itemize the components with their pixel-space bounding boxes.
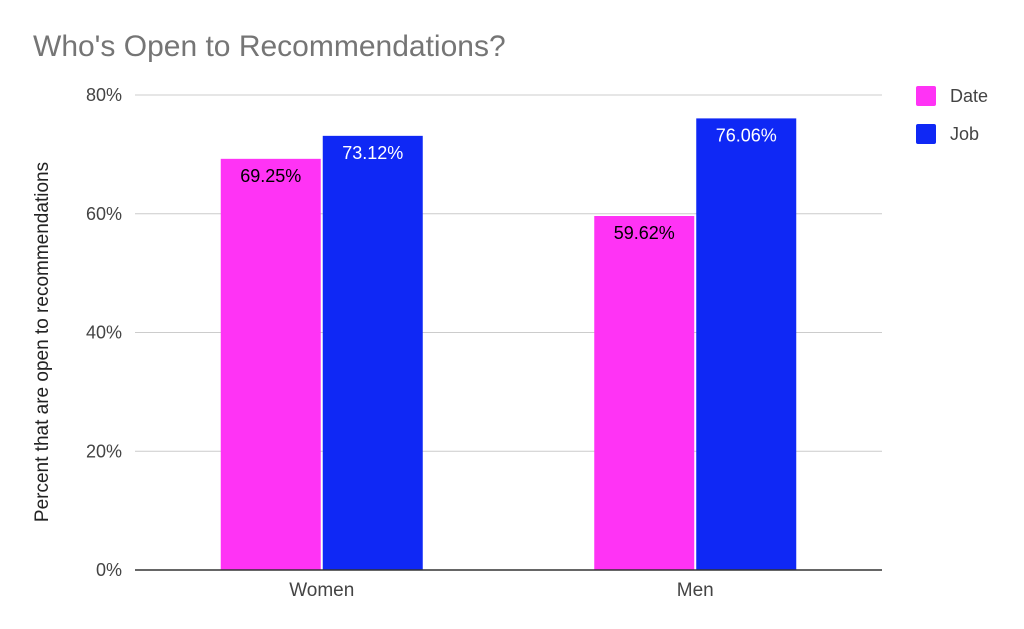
y-tick-label: 60%: [86, 204, 122, 224]
y-tick-label: 20%: [86, 441, 122, 461]
data-label: 69.25%: [240, 166, 301, 186]
x-axis-categories: Women Men: [289, 580, 714, 601]
x-category-label: Women: [289, 580, 354, 601]
y-axis-ticks: 0% 20% 40% 60% 80%: [86, 85, 122, 580]
y-tick-label: 40%: [86, 323, 122, 343]
chart-title: Who's Open to Recommendations?: [33, 30, 506, 63]
bar-date-women: [220, 158, 321, 570]
legend-swatch-job: [916, 124, 936, 144]
legend-label: Job: [950, 124, 979, 144]
bar-job-men: [696, 118, 797, 571]
data-label: 76.06%: [716, 125, 777, 145]
y-tick-label: 0%: [96, 560, 122, 580]
bar-date-men: [594, 216, 695, 570]
bars: [220, 118, 797, 571]
legend: Date Job: [916, 86, 988, 144]
data-label: 59.62%: [614, 223, 675, 243]
y-axis-label: Percent that are open to recommendations: [32, 162, 53, 522]
legend-swatch-date: [916, 86, 936, 106]
x-category-label: Men: [677, 580, 714, 601]
data-label: 73.12%: [342, 143, 403, 163]
bar-job-women: [322, 135, 423, 570]
data-labels: 69.25% 73.12% 59.62% 76.06%: [240, 125, 777, 243]
y-tick-label: 80%: [86, 85, 122, 105]
legend-label: Date: [950, 86, 988, 106]
